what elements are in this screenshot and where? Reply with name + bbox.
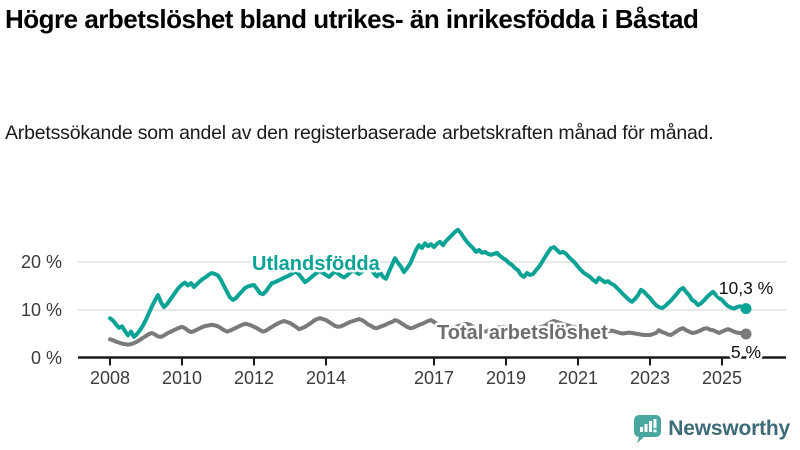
end-value-label-utlandsfodda: 10,3 % xyxy=(719,278,773,298)
x-tick-label: 2008 xyxy=(90,368,130,388)
end-value-label-total: 5 % xyxy=(731,342,761,362)
x-tick-label: 2019 xyxy=(486,368,526,388)
x-tick-label: 2021 xyxy=(558,368,598,388)
header: Högre arbetslöshet bland utrikes- än inr… xyxy=(5,4,777,35)
series-label-utlandsfodda: Utlandsfödda xyxy=(252,253,381,275)
series-line-total xyxy=(108,316,748,347)
bar-small xyxy=(640,427,644,432)
x-tick-label: 2025 xyxy=(702,368,742,388)
y-tick-label-10: 10 % xyxy=(21,300,62,320)
series-labels: Utlandsfödda Total arbetslöshet xyxy=(250,251,611,347)
y-tick-label-20: 20 % xyxy=(21,252,62,272)
brand-name: Newsworthy xyxy=(668,417,790,440)
series-label-total-arbetsloshet: Total arbetslöshet xyxy=(437,322,608,344)
x-tick-label: 2014 xyxy=(306,368,346,388)
end-dot-total xyxy=(740,328,752,340)
series-line-utlandsfodda xyxy=(108,227,748,339)
x-tick-label: 2017 xyxy=(414,368,454,388)
x-tick-label: 2010 xyxy=(162,368,202,388)
exclamation-dot xyxy=(653,429,657,433)
plot-area: 2008 2010 2012 2014 2017 2019 2021 2023 2025 10,3… xyxy=(90,227,776,388)
page-title: Högre arbetslöshet bland utrikes- än inr… xyxy=(5,4,699,34)
x-tick-label: 2023 xyxy=(630,368,670,388)
end-dot-utlandsfodda xyxy=(740,303,752,315)
bar-large xyxy=(649,421,653,432)
newsworthy-bubble-chart-icon xyxy=(634,415,662,443)
newsworthy-logo[interactable]: Newsworthy xyxy=(634,415,790,443)
gridlines xyxy=(78,261,786,311)
y-axis-labels: 20 % 10 % 0 % xyxy=(21,252,62,368)
y-tick-label-0: 0 % xyxy=(31,348,62,368)
bar-medium xyxy=(644,424,648,432)
chart-subtitle: Arbetssökande som andel av den registerb… xyxy=(5,122,714,144)
exclamation-bar xyxy=(653,419,657,428)
x-tick-label: 2012 xyxy=(234,368,274,388)
